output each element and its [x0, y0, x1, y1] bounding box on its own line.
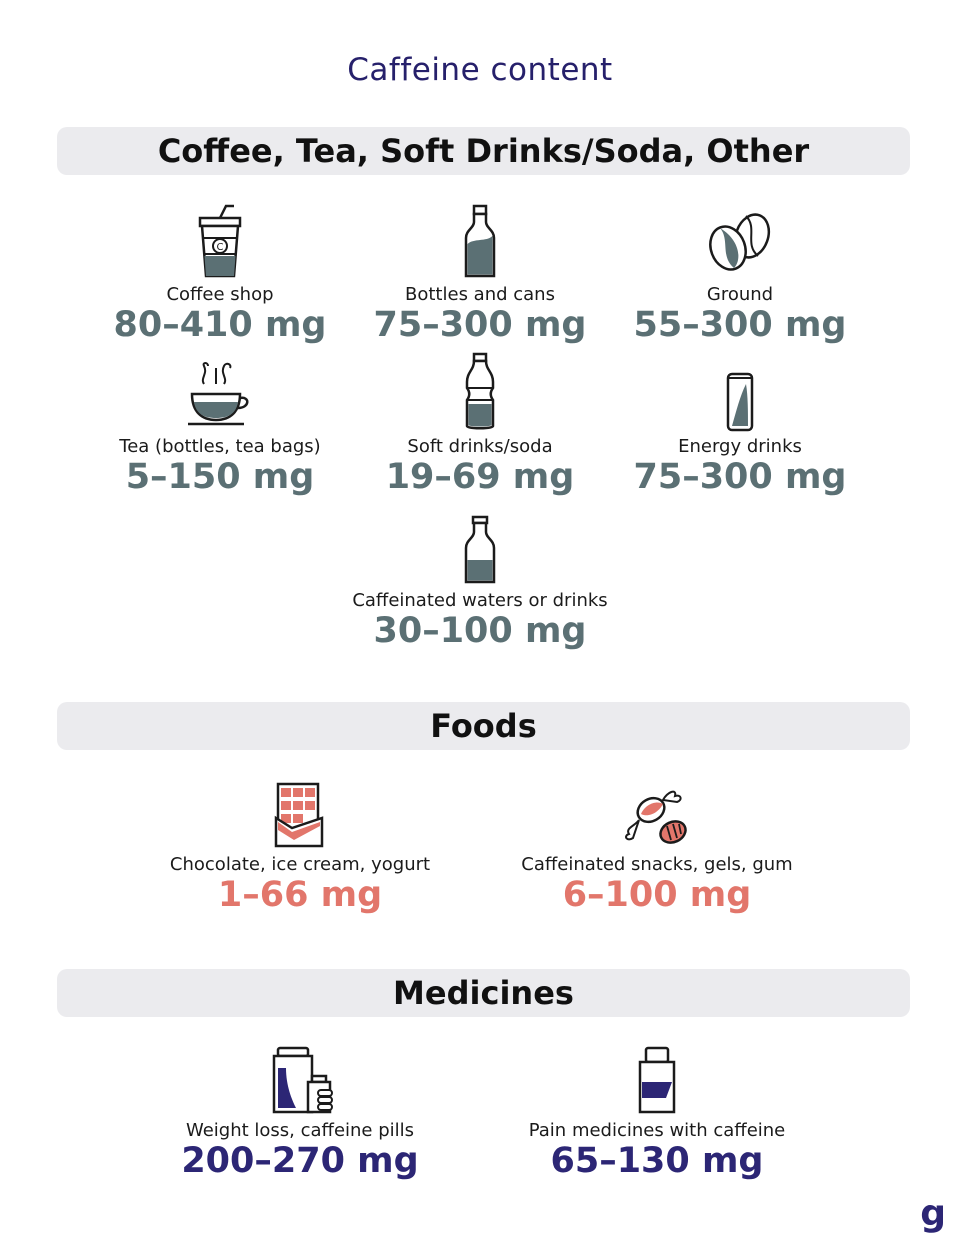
item-label: Caffeinated snacks, gels, gum [521, 854, 793, 875]
chocolate-bar-icon [274, 782, 324, 848]
brand-logo: g [920, 1193, 946, 1234]
item-label: Energy drinks [678, 436, 802, 457]
item-value: 200–270 mg [181, 1141, 419, 1181]
page-title: Caffeine content [347, 52, 613, 88]
tea-cup-icon [188, 362, 249, 426]
energy-can-icon [726, 372, 754, 432]
item-caffeinated-waters: Caffeinated waters or drinks 30–100 mg [320, 514, 640, 651]
item-label: Coffee shop [166, 284, 274, 305]
item-label: Bottles and cans [405, 284, 555, 305]
item-chocolate: Chocolate, ice cream, yogurt 1–66 mg [140, 782, 460, 915]
section-heading-drinks: Coffee, Tea, Soft Drinks/Soda, Other [57, 127, 910, 175]
item-ground: Ground 55–300 mg [610, 204, 870, 345]
item-value: 30–100 mg [373, 611, 587, 651]
item-value: 1–66 mg [217, 875, 383, 915]
medicine-bottle-icon [638, 1046, 676, 1114]
svg-text:C: C [217, 242, 224, 253]
pill-jars-icon [272, 1046, 333, 1114]
item-label: Soft drinks/soda [407, 436, 553, 457]
coffee-cup-icon: C [198, 204, 242, 278]
item-label: Caffeinated waters or drinks [352, 590, 608, 611]
coffee-beans-icon [709, 213, 771, 271]
item-value: 75–300 mg [373, 305, 587, 345]
bottle-icon [464, 204, 496, 278]
item-label: Weight loss, caffeine pills [185, 1120, 415, 1141]
item-pain-medicines: Pain medicines with caffeine 65–130 mg [497, 1046, 817, 1181]
item-soft-drinks: Soft drinks/soda 19–69 mg [350, 352, 610, 497]
item-value: 80–410 mg [113, 305, 327, 345]
item-snacks: Caffeinated snacks, gels, gum 6–100 mg [497, 782, 817, 915]
item-coffee-shop: C Coffee shop 80–410 mg [90, 204, 350, 345]
item-value: 5–150 mg [125, 457, 315, 497]
item-caffeine-pills: Weight loss, caffeine pills 200–270 mg [140, 1046, 460, 1181]
item-label: Tea (bottles, tea bags) [119, 436, 321, 457]
candy-icon [625, 790, 687, 844]
item-value: 19–69 mg [385, 457, 575, 497]
section-heading-medicines: Medicines [57, 969, 910, 1017]
item-value: 75–300 mg [633, 457, 847, 497]
item-label: Pain medicines with caffeine [528, 1120, 786, 1141]
item-label: Ground [706, 284, 774, 305]
item-value: 6–100 mg [562, 875, 752, 915]
soda-bottle-icon [465, 352, 495, 430]
item-value: 55–300 mg [633, 305, 847, 345]
item-bottles-and-cans: Bottles and cans 75–300 mg [350, 204, 610, 345]
item-energy-drinks: Energy drinks 75–300 mg [610, 372, 870, 497]
item-tea: Tea (bottles, tea bags) 5–150 mg [90, 356, 350, 497]
section-heading-foods: Foods [57, 702, 910, 750]
item-value: 65–130 mg [550, 1141, 764, 1181]
item-label: Chocolate, ice cream, yogurt [169, 854, 431, 875]
water-bottle-icon [464, 515, 496, 584]
